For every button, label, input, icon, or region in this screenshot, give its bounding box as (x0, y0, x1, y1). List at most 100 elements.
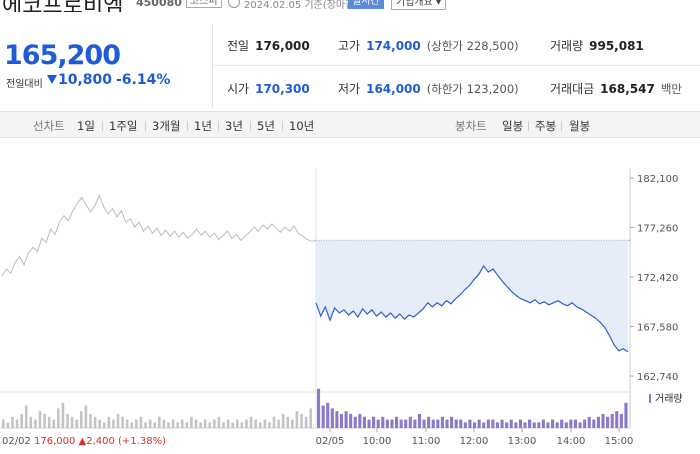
volume-bar-prev (121, 416, 124, 428)
period-1w[interactable]: 1주일 (109, 119, 138, 133)
stats-table: 전일 176,000 고가 174,000 (상한가 228,500) 거래량 995,… (212, 24, 700, 108)
volume-bar-today (317, 388, 321, 428)
y-tick-label: 167,580 (637, 323, 678, 334)
volume-bar-today (408, 416, 412, 428)
volume-bar-today (390, 419, 394, 428)
volume-bar-prev (277, 419, 280, 428)
volume-bar-prev (70, 416, 74, 428)
candle-chart-label: 봉차트 (455, 119, 487, 133)
volume-bar-prev (24, 405, 28, 428)
price-summary: 165,200 전일대비 10,800 -6.14% (0, 24, 210, 108)
candle-monthly[interactable]: 월봉 (569, 119, 591, 133)
volume-bar-today (482, 422, 486, 428)
volume-bar-prev (213, 419, 216, 428)
volume-bar-today (528, 419, 532, 428)
y-tick-label: 177,260 (637, 224, 678, 235)
x-tick-label: 12:00 (460, 436, 489, 447)
volume-bar-today (450, 416, 454, 428)
volume-legend-swatch (649, 394, 651, 403)
company-overview-dropdown[interactable]: 기업개요 ▾ (391, 0, 446, 10)
period-3m[interactable]: 3개월 (152, 119, 181, 133)
volume-bar-prev (304, 416, 308, 428)
volume-bar-prev (254, 419, 257, 428)
volume-bar-prev (263, 419, 267, 428)
volume-bar-prev (80, 411, 83, 428)
volume-bar-today (505, 422, 509, 428)
divider (212, 24, 213, 108)
volume-bar-prev (107, 416, 111, 428)
volume-bar-today (431, 419, 435, 428)
volume-bar-prev (300, 414, 303, 428)
stock-name: 에코프로비엠 (2, 0, 123, 12)
stock-header: 에코프로비엠 450080 코스피 2024.02.05 기준(장마감) 실시간… (0, 0, 700, 12)
volume-bar-today (395, 416, 399, 428)
clock-icon (228, 0, 240, 8)
x-tick-label: 15:00 (605, 436, 634, 447)
candle-weekly[interactable]: 주봉 (535, 119, 557, 133)
volume-bar-prev (158, 416, 161, 428)
volume-bar-prev (29, 416, 33, 428)
period-3y[interactable]: 3년 (225, 119, 243, 133)
volume-bar-prev (203, 419, 207, 428)
base-date: 2024.02.05 기준(장마감) (244, 0, 359, 11)
volume-bar-prev (66, 414, 69, 428)
volume-bar-today (486, 419, 490, 428)
volume-bar-today (569, 419, 573, 428)
separator (187, 121, 188, 131)
volume-bar-today (468, 419, 472, 428)
volume-bar-prev (43, 414, 46, 428)
volume-bar-prev (217, 416, 221, 428)
separator (561, 121, 562, 131)
period-5y[interactable]: 5년 (257, 119, 275, 133)
volume-bar-prev (148, 419, 152, 428)
separator (528, 121, 529, 131)
volume-bar-today (349, 414, 353, 428)
separator (145, 121, 146, 131)
volume-bar-today (454, 419, 458, 428)
stat-prev-close: 전일 176,000 (227, 39, 310, 53)
volume-bar-prev (226, 419, 230, 428)
volume-bar-today (610, 414, 614, 428)
prev-day-line (1, 194, 317, 277)
volume-bar-today (399, 419, 403, 428)
volume-bar-prev (102, 422, 106, 428)
x-tick-label: 14:00 (557, 436, 586, 447)
prev-day-date-label: 02/02 (2, 436, 31, 447)
volume-bar-today (427, 416, 431, 428)
separator (282, 121, 283, 131)
volume-bar-prev (171, 419, 175, 428)
volume-bar-today (385, 419, 389, 428)
volume-bar-today (321, 405, 325, 428)
x-tick-label: 11:00 (412, 436, 441, 447)
volume-bar-prev (125, 419, 129, 428)
volume-bar-prev (199, 422, 202, 428)
volume-bar-today (514, 422, 518, 428)
volume-bar-prev (162, 419, 166, 428)
period-10y[interactable]: 10년 (289, 119, 315, 133)
candle-daily[interactable]: 일봉 (502, 119, 524, 133)
volume-bar-today (601, 414, 605, 428)
prev-day-summary: 176,000 ▲2,400 (+1.38%) (34, 436, 166, 447)
volume-bar-prev (61, 402, 65, 428)
period-1d[interactable]: 1일 (77, 119, 95, 133)
prev-day-label: 전일대비 (6, 79, 43, 90)
period-1y[interactable]: 1년 (194, 119, 212, 133)
line-chart-label: 선차트 (33, 119, 65, 133)
volume-bar-prev (281, 414, 285, 428)
x-tick-label: 10:00 (363, 436, 392, 447)
volume-bar-today (413, 419, 417, 428)
current-price: 165,200 (4, 40, 121, 71)
separator (250, 121, 251, 131)
volume-bar-prev (34, 419, 37, 428)
volume-bar-today (473, 422, 477, 428)
volume-bar-prev (268, 422, 271, 428)
realtime-button[interactable]: 실시간 (348, 0, 384, 9)
price-chart[interactable]: 182,100 177,260 172,420 167,580 162,740 거래량 02… (0, 138, 700, 450)
volume-bar-today (463, 422, 467, 428)
volume-bar-today (587, 416, 591, 428)
volume-bar-prev (295, 411, 299, 428)
volume-bar-today (344, 411, 348, 428)
volume-bar-today (615, 411, 619, 428)
volume-bar-today (330, 408, 334, 428)
volume-bar-today (477, 419, 481, 428)
